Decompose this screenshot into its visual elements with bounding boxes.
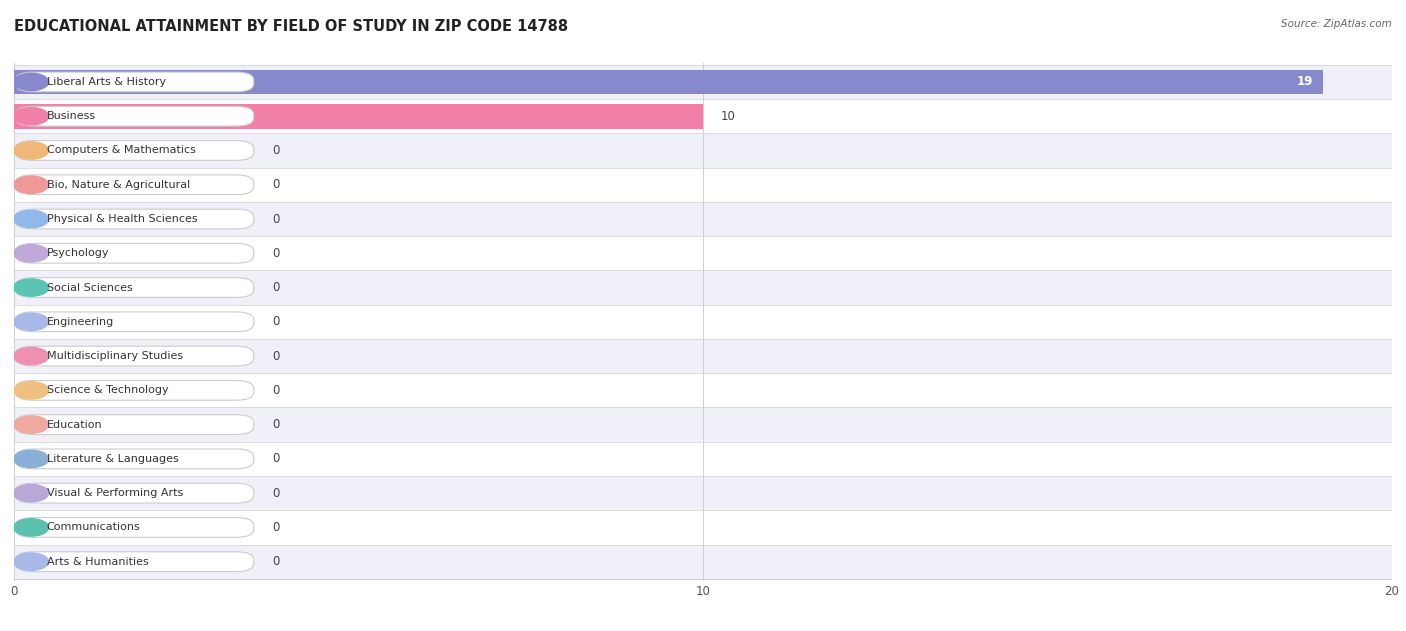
Text: 19: 19 xyxy=(1296,76,1313,88)
FancyBboxPatch shape xyxy=(15,551,254,572)
Circle shape xyxy=(14,176,49,194)
FancyBboxPatch shape xyxy=(15,175,254,194)
Text: Visual & Performing Arts: Visual & Performing Arts xyxy=(46,488,183,498)
Bar xyxy=(14,408,1392,442)
Text: 0: 0 xyxy=(273,247,280,260)
FancyBboxPatch shape xyxy=(15,517,254,537)
FancyBboxPatch shape xyxy=(15,312,254,332)
FancyBboxPatch shape xyxy=(15,141,254,160)
Bar xyxy=(14,373,1392,408)
FancyBboxPatch shape xyxy=(15,415,254,435)
Text: 0: 0 xyxy=(273,418,280,431)
Text: 0: 0 xyxy=(273,487,280,500)
FancyBboxPatch shape xyxy=(15,278,254,297)
FancyBboxPatch shape xyxy=(15,244,254,263)
Bar xyxy=(14,510,1392,545)
Text: Business: Business xyxy=(46,111,96,121)
Text: Source: ZipAtlas.com: Source: ZipAtlas.com xyxy=(1281,19,1392,29)
Bar xyxy=(14,442,1392,476)
Bar xyxy=(14,99,1392,133)
Text: 0: 0 xyxy=(273,178,280,191)
Text: Arts & Humanities: Arts & Humanities xyxy=(46,557,149,567)
FancyBboxPatch shape xyxy=(15,449,254,469)
Text: 0: 0 xyxy=(273,555,280,568)
FancyBboxPatch shape xyxy=(15,107,254,126)
Circle shape xyxy=(14,210,49,228)
Text: EDUCATIONAL ATTAINMENT BY FIELD OF STUDY IN ZIP CODE 14788: EDUCATIONAL ATTAINMENT BY FIELD OF STUDY… xyxy=(14,19,568,34)
Bar xyxy=(14,236,1392,271)
Bar xyxy=(14,271,1392,305)
Text: 0: 0 xyxy=(273,452,280,466)
Text: Engineering: Engineering xyxy=(46,317,114,327)
Text: Communications: Communications xyxy=(46,522,141,533)
Text: Computers & Mathematics: Computers & Mathematics xyxy=(46,146,195,155)
Bar xyxy=(14,545,1392,579)
Text: 10: 10 xyxy=(720,110,735,122)
Circle shape xyxy=(14,382,49,399)
Text: Social Sciences: Social Sciences xyxy=(46,283,132,293)
Text: 0: 0 xyxy=(273,521,280,534)
Bar xyxy=(14,69,1323,94)
Text: Education: Education xyxy=(46,420,103,430)
Text: Liberal Arts & History: Liberal Arts & History xyxy=(46,77,166,87)
Circle shape xyxy=(14,279,49,296)
Circle shape xyxy=(14,107,49,125)
Text: Science & Technology: Science & Technology xyxy=(46,386,169,396)
FancyBboxPatch shape xyxy=(15,483,254,503)
FancyBboxPatch shape xyxy=(15,346,254,366)
Text: 0: 0 xyxy=(273,213,280,225)
Text: 0: 0 xyxy=(273,384,280,397)
Bar xyxy=(14,202,1392,236)
Text: 0: 0 xyxy=(273,316,280,328)
Circle shape xyxy=(14,416,49,433)
Bar xyxy=(14,65,1392,99)
Text: 0: 0 xyxy=(273,281,280,294)
Text: 0: 0 xyxy=(273,144,280,157)
Bar xyxy=(14,133,1392,168)
Text: 0: 0 xyxy=(273,350,280,363)
Circle shape xyxy=(14,348,49,365)
Circle shape xyxy=(14,450,49,468)
Text: Psychology: Psychology xyxy=(46,248,110,258)
Circle shape xyxy=(14,519,49,536)
Circle shape xyxy=(14,245,49,262)
Text: Literature & Languages: Literature & Languages xyxy=(46,454,179,464)
FancyBboxPatch shape xyxy=(15,72,254,92)
Bar xyxy=(14,305,1392,339)
Circle shape xyxy=(14,313,49,331)
Bar xyxy=(14,104,703,129)
Circle shape xyxy=(14,142,49,159)
Text: Physical & Health Sciences: Physical & Health Sciences xyxy=(46,214,197,224)
FancyBboxPatch shape xyxy=(15,380,254,400)
Circle shape xyxy=(14,553,49,570)
Text: Bio, Nature & Agricultural: Bio, Nature & Agricultural xyxy=(46,180,190,190)
Circle shape xyxy=(14,73,49,91)
Text: Multidisciplinary Studies: Multidisciplinary Studies xyxy=(46,351,183,361)
Bar xyxy=(14,168,1392,202)
Bar xyxy=(14,339,1392,373)
FancyBboxPatch shape xyxy=(15,209,254,229)
Circle shape xyxy=(14,485,49,502)
Bar xyxy=(14,476,1392,510)
